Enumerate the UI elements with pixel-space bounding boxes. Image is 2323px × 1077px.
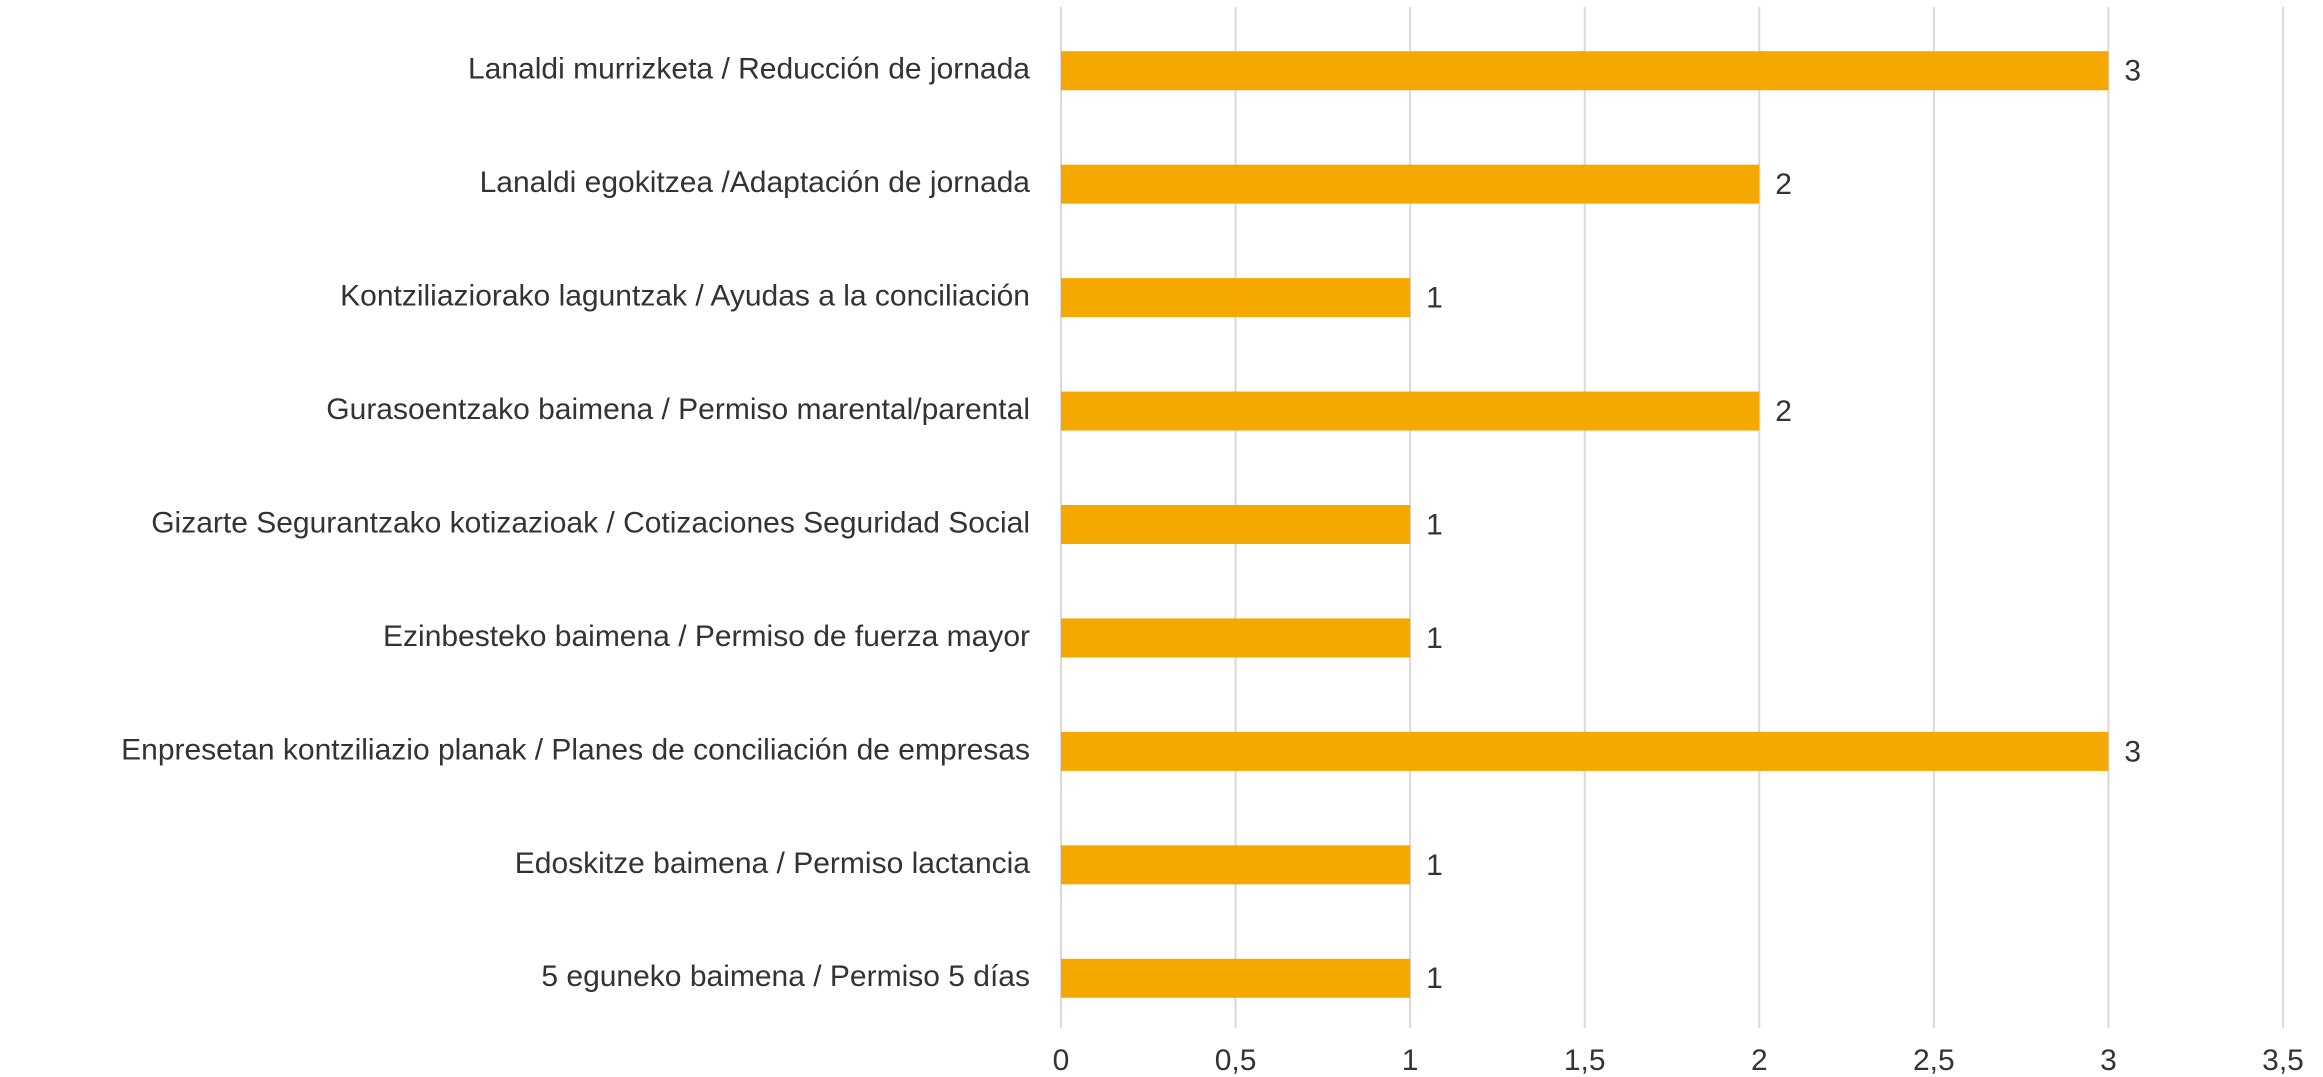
x-tick-label: 0 [1053,1044,1070,1077]
y-tick-label: Enpresetan kontziliazio planak / Planes … [121,733,1030,766]
y-tick-label: Gurasoentzako baimena / Permiso marental… [326,393,1030,426]
data-label: 2 [1775,395,1792,428]
bar [1061,618,1411,658]
data-label: 3 [2124,735,2141,768]
y-tick-label: Lanaldi murrizketa / Reducción de jornad… [468,53,1030,86]
data-label: 3 [2124,55,2141,88]
x-tick-label: 1,5 [1564,1044,1606,1077]
data-label: 1 [1426,282,1443,315]
bar [1061,391,1760,431]
x-tick-label: 3 [2100,1044,2117,1077]
y-tick-label: Kontziliaziorako laguntzak / Ayudas a la… [340,280,1030,313]
data-label: 1 [1426,962,1443,995]
x-tick-label: 2,5 [1913,1044,1955,1077]
y-tick-label: 5 eguneko baimena / Permiso 5 días [541,960,1030,993]
bar [1061,731,2109,771]
x-tick-label: 2 [1751,1044,1768,1077]
data-label: 1 [1426,508,1443,541]
bar [1061,958,1411,998]
x-tick-label: 1 [1402,1044,1419,1077]
bar [1061,164,1760,204]
y-tick-label: Edoskitze baimena / Permiso lactancia [515,847,1031,880]
y-tick-label: Lanaldi egokitzea /Adaptación de jornada [480,166,1031,199]
bar [1061,505,1411,544]
data-label: 1 [1426,849,1443,882]
data-label: 1 [1426,622,1443,655]
x-tick-label: 3,5 [2262,1044,2304,1077]
y-tick-label: Gizarte Segurantzako kotizazioak / Cotiz… [151,506,1030,539]
bar [1061,278,1411,318]
data-label: 2 [1775,168,1792,201]
x-tick-label: 0,5 [1215,1044,1257,1077]
bar [1061,51,2109,91]
bar [1061,845,1411,885]
y-tick-label: Ezinbesteko baimena / Permiso de fuerza … [383,620,1030,653]
